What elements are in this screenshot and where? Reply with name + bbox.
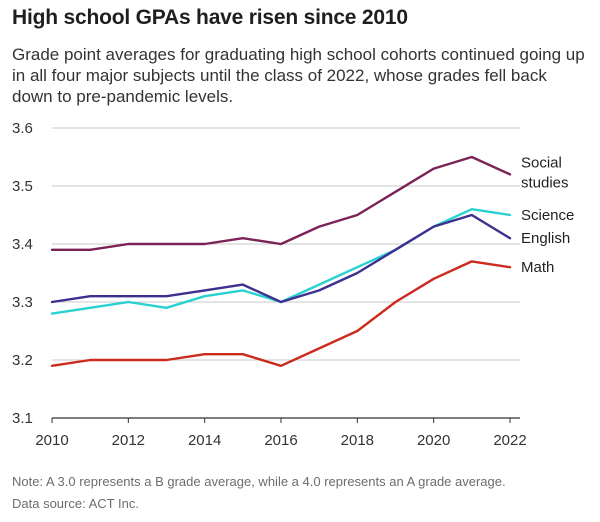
data-source: Data source: ACT Inc. <box>12 496 139 511</box>
chart-title: High school GPAs have risen since 2010 <box>12 6 408 29</box>
x-axis-ticks: 2010 2012 2014 2016 2018 2020 2022 <box>35 418 527 449</box>
y-tick-label: 3.5 <box>12 178 33 195</box>
series-line-english <box>50 213 512 304</box>
x-tick-label: 2014 <box>188 432 221 449</box>
series-label-social-studies: Social studies <box>521 154 569 191</box>
y-axis-ticks: 3.1 3.2 3.3 3.4 3.5 3.6 <box>12 120 33 427</box>
series-label-science: Science <box>521 207 574 224</box>
series-label-english: English <box>521 230 570 247</box>
series-label-line: Math <box>521 259 554 276</box>
series-label-math: Math <box>521 259 554 276</box>
y-tick-label: 3.3 <box>12 294 33 311</box>
series-line-math <box>50 260 512 367</box>
gridlines <box>52 127 520 419</box>
series-label-line: Social <box>521 154 562 171</box>
y-tick-label: 3.6 <box>12 120 33 137</box>
line-chart: 3.13.23.33.43.53.6 2010 2012 2014 2016 2018 2… <box>12 120 574 449</box>
y-tick-label: 3.2 <box>12 352 33 369</box>
y-tick-label: 3.4 <box>12 236 33 253</box>
x-tick-label: 2018 <box>341 432 374 449</box>
x-tick-label: 2012 <box>112 432 145 449</box>
x-tick-label: 2020 <box>417 432 450 449</box>
chart-subtitle: Grade point averages for graduating high… <box>12 45 585 106</box>
series-label-line: Science <box>521 207 574 224</box>
series-label-line: studies <box>521 174 569 191</box>
x-tick-label: 2016 <box>264 432 297 449</box>
x-tick-label: 2010 <box>35 432 68 449</box>
y-tick-label: 3.1 <box>12 410 33 427</box>
footnote: Note: A 3.0 represents a B grade average… <box>12 474 506 489</box>
series-lines <box>50 155 512 367</box>
series-labels: Social studies Science English Math <box>521 154 574 276</box>
x-tick-label: 2022 <box>493 432 526 449</box>
series-label-line: English <box>521 230 570 247</box>
series-line-social-studies <box>50 155 512 252</box>
